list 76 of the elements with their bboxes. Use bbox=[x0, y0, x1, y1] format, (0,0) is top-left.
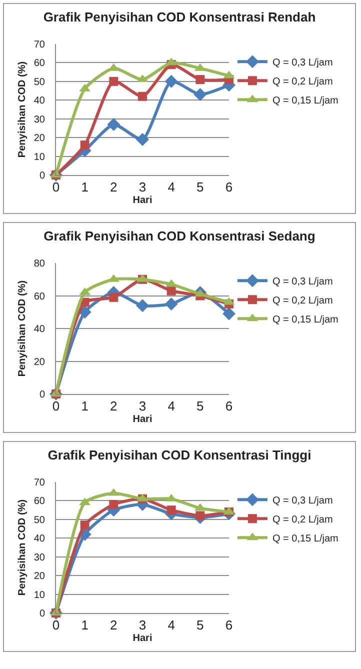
y-tick-label: 0 bbox=[39, 390, 46, 400]
x-tick-label: 0 bbox=[52, 618, 60, 633]
x-tick-label: 2 bbox=[110, 618, 118, 633]
y-tick-label: 40 bbox=[34, 324, 46, 335]
x-tick-label: 5 bbox=[196, 180, 204, 195]
y-tick-label: 10 bbox=[34, 590, 46, 601]
chart-title: Grafik Penyisihan COD Konsentrasi Tinggi bbox=[48, 447, 312, 462]
legend-label: Q = 0,15 L/jam bbox=[272, 534, 338, 545]
y-tick-label: 50 bbox=[34, 514, 46, 526]
x-tick-label: 6 bbox=[225, 618, 233, 633]
point bbox=[109, 76, 118, 86]
point bbox=[138, 92, 147, 101]
point bbox=[166, 286, 176, 296]
legend-label: Q = 0,3 L/jam bbox=[272, 58, 333, 69]
legend-label: Q = 0,2 L/jam bbox=[272, 514, 333, 526]
x-tick-label: 1 bbox=[81, 618, 88, 633]
legend-label: Q = 0,2 L/jam bbox=[272, 296, 333, 307]
y-tick-label: 60 bbox=[34, 496, 46, 508]
y-tick-label: 40 bbox=[34, 534, 46, 545]
point bbox=[166, 506, 176, 515]
x-tick-label: 3 bbox=[138, 398, 146, 414]
legend-label: Q = 0,3 L/jam bbox=[272, 496, 333, 507]
y-tick-label: 20 bbox=[34, 356, 46, 368]
x-axis-title: Hari bbox=[132, 633, 152, 644]
legend-label: Q = 0,15 L/jam bbox=[272, 96, 338, 107]
x-tick-label: 4 bbox=[168, 618, 175, 633]
legend-label: Q = 0,3 L/jam bbox=[272, 276, 333, 288]
x-tick-label: 0 bbox=[52, 398, 60, 414]
point bbox=[136, 132, 149, 146]
y-tick-label: 0 bbox=[39, 170, 46, 182]
x-tick-label: 3 bbox=[138, 180, 146, 195]
point bbox=[136, 299, 149, 312]
y-tick-label: 60 bbox=[34, 291, 46, 302]
x-tick-label: 1 bbox=[81, 398, 88, 414]
y-tick-label: 70 bbox=[34, 478, 46, 488]
y-tick-label: 10 bbox=[34, 152, 46, 163]
y-axis-title: Penyisihan COD (%) bbox=[16, 499, 28, 596]
legend-label: Q = 0,15 L/jam bbox=[272, 314, 338, 326]
y-tick-label: 30 bbox=[34, 114, 46, 126]
x-axis-title: Hari bbox=[132, 414, 152, 426]
chart-title: Grafik Penyisihan COD Konsentrasi Sedang bbox=[44, 228, 316, 244]
point bbox=[194, 88, 207, 102]
point bbox=[109, 292, 118, 302]
point bbox=[107, 118, 120, 131]
y-tick-label: 40 bbox=[34, 96, 46, 107]
x-tick-label: 1 bbox=[81, 180, 88, 195]
point bbox=[222, 307, 236, 320]
y-axis-title: Penyisihan COD (%) bbox=[16, 280, 28, 377]
y-tick-label: 70 bbox=[34, 40, 46, 50]
x-tick-label: 2 bbox=[110, 398, 118, 414]
x-tick-label: 0 bbox=[52, 180, 60, 195]
y-axis-title: Penyisihan COD (%) bbox=[16, 61, 28, 158]
x-tick-label: 2 bbox=[110, 180, 118, 195]
legend-label: Q = 0,2 L/jam bbox=[272, 76, 333, 88]
x-axis-title: Hari bbox=[132, 195, 152, 206]
x-tick-label: 4 bbox=[168, 398, 175, 414]
point bbox=[109, 500, 118, 509]
x-tick-label: 3 bbox=[138, 618, 146, 633]
chart-title: Grafik Penyisihan COD Konsentrasi Rendah bbox=[43, 9, 316, 24]
point bbox=[164, 74, 178, 88]
x-tick-label: 6 bbox=[225, 398, 233, 414]
y-tick-label: 50 bbox=[34, 76, 46, 88]
y-tick-label: 0 bbox=[39, 608, 46, 620]
y-tick-label: 60 bbox=[34, 58, 46, 70]
x-tick-label: 6 bbox=[225, 180, 233, 195]
x-tick-label: 5 bbox=[196, 398, 204, 414]
x-tick-label: 4 bbox=[168, 180, 175, 195]
point bbox=[164, 297, 178, 310]
y-tick-label: 80 bbox=[34, 258, 46, 270]
point bbox=[196, 75, 205, 84]
point bbox=[80, 140, 90, 150]
x-tick-label: 5 bbox=[196, 618, 204, 633]
y-tick-label: 20 bbox=[34, 133, 46, 144]
y-tick-label: 30 bbox=[34, 552, 46, 564]
point bbox=[80, 520, 90, 530]
y-tick-label: 20 bbox=[34, 571, 46, 582]
